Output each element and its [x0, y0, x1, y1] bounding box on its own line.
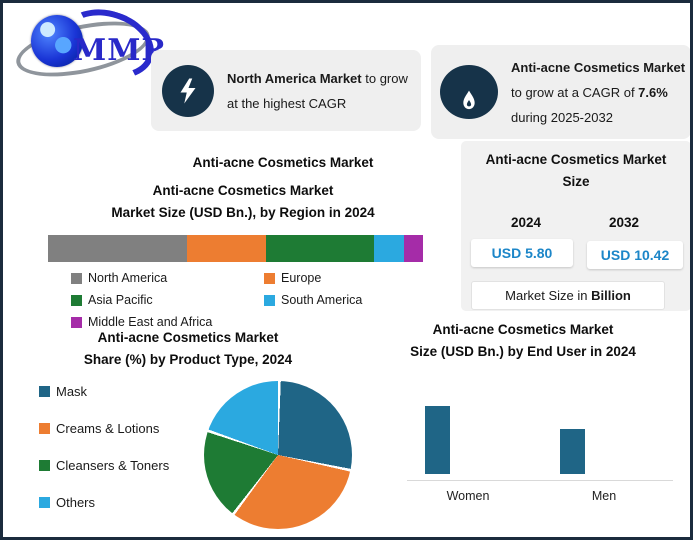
year-2024-label: 2024 [510, 215, 542, 230]
callout-cagr: Anti-acne Cosmetics Market to grow at a … [431, 45, 690, 139]
region-segment-4 [404, 235, 423, 262]
enduser-title-line2: Size (USD Bn.) by End User in 2024 [410, 344, 636, 359]
enduser-title-line1: Anti-acne Cosmetics Market [432, 322, 614, 337]
note-prefix: Market Size in [505, 288, 588, 303]
pie-chart-title: Anti-acne Cosmetics Market Share (%) by … [43, 327, 333, 371]
pie-title-line1: Anti-acne Cosmetics Market [97, 330, 279, 345]
page-title: Anti-acne Cosmetics Market [192, 155, 374, 170]
callout-text-mid: to grow at a CAGR of [511, 84, 639, 100]
legend-swatch [39, 459, 50, 471]
x-label-women: Women [446, 489, 490, 503]
pie-legend: Mask Creams & Lotions Cleansers & Toners… [39, 381, 169, 512]
legend-item-asia-pacific: Asia Pacific [71, 291, 264, 309]
legend-item-south-america: South America [264, 291, 431, 309]
legend-label: Middle East and Africa [88, 315, 213, 329]
legend-swatch [71, 316, 82, 328]
legend-swatch [264, 294, 275, 306]
region-segment-2 [265, 235, 375, 262]
market-size-unit-note: Market Size in Billion [471, 281, 665, 310]
market-size-title-line2: Size [562, 174, 590, 189]
region-legend: North America Europe Asia Pacific South … [71, 269, 431, 331]
market-size-title-line1: Anti-acne Cosmetics Market [485, 152, 667, 167]
region-chart-title: Anti-acne Cosmetics Market Market Size (… [58, 180, 428, 224]
region-segment-3 [374, 235, 405, 262]
legend-item-creams-lotions: Creams & Lotions [39, 418, 169, 438]
bar-men [560, 429, 585, 474]
region-segment-0 [48, 235, 187, 262]
enduser-x-axis [407, 480, 673, 481]
callout-text-rest: during 2025-2032 [511, 109, 613, 125]
legend-swatch [39, 422, 50, 434]
legend-label: Asia Pacific [88, 293, 153, 307]
legend-label: South America [281, 293, 363, 307]
region-chart-title-line1: Anti-acne Cosmetics Market [152, 183, 334, 198]
legend-swatch [39, 496, 50, 508]
market-value-2032: USD 10.42 [587, 241, 683, 269]
legend-item-europe: Europe [264, 269, 431, 287]
market-size-panel: Anti-acne Cosmetics Market Size 2024 203… [461, 141, 690, 311]
lightning-icon [162, 64, 214, 117]
legend-label: Creams & Lotions [56, 420, 160, 436]
legend-item-others: Others [39, 492, 169, 512]
legend-label: North America [88, 271, 168, 285]
legend-swatch [264, 272, 275, 284]
market-value-2024: USD 5.80 [471, 239, 573, 267]
callout-text-rest: to grow at the highest CAGR [227, 70, 408, 111]
region-stacked-bar [48, 235, 423, 262]
legend-swatch [71, 272, 82, 284]
market-size-title: Anti-acne Cosmetics Market Size [461, 149, 690, 193]
callout-text-bold: North America Market [227, 70, 362, 86]
legend-item-mask: Mask [39, 381, 169, 401]
product-type-pie [204, 381, 352, 529]
callout-text-bold: Anti-acne Cosmetics Market [511, 59, 686, 75]
mmr-logo: MMR [11, 3, 166, 90]
callout-cagr-text: Anti-acne Cosmetics Market to grow at a … [511, 55, 690, 130]
legend-label: Europe [281, 271, 322, 285]
region-segment-1 [186, 235, 266, 262]
legend-item-middle-east-africa: Middle East and Africa [71, 313, 264, 331]
region-chart-title-line2: Market Size (USD Bn.), by Region in 2024 [111, 205, 375, 220]
legend-item-north-america: North America [71, 269, 264, 287]
legend-label: Others [56, 494, 96, 510]
enduser-chart-title: Anti-acne Cosmetics Market Size (USD Bn.… [383, 319, 663, 363]
callout-north-america: North America Market to grow at the high… [151, 50, 421, 131]
pie-title-line2: Share (%) by Product Type, 2024 [83, 352, 293, 367]
legend-swatch [39, 385, 50, 397]
legend-label: Cleansers & Toners [56, 457, 170, 473]
globe-icon [31, 15, 83, 67]
x-label-men: Men [591, 489, 617, 503]
logo-text: MMR [73, 33, 168, 68]
legend-swatch [71, 294, 82, 306]
legend-item-cleansers-toners: Cleansers & Toners [39, 455, 169, 475]
note-unit: Billion [591, 288, 631, 303]
year-2032-label: 2032 [608, 215, 640, 230]
bar-women [425, 406, 450, 474]
flame-icon [440, 65, 498, 119]
callout-north-america-text: North America Market to grow at the high… [227, 66, 419, 116]
legend-label: Mask [56, 383, 88, 399]
callout-text-cagr-value: 7.6% [638, 84, 668, 100]
